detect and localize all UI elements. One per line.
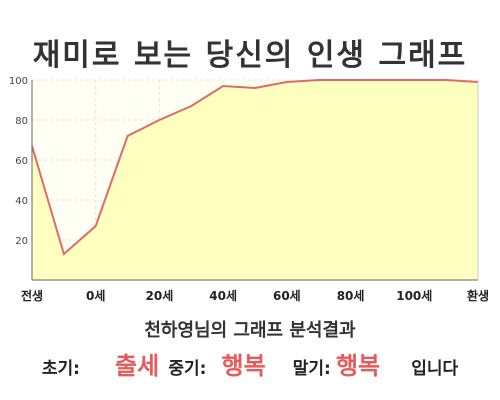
early-label: 초기:	[41, 359, 80, 379]
result-summary: 초기: 출세 중기: 행복 말기: 행복 입니다	[0, 346, 500, 381]
x-tick-label: 환생	[467, 288, 489, 303]
x-tick-label: 40세	[209, 288, 237, 303]
y-tick-labels: 20 40 60 80 100	[9, 76, 28, 247]
early-value: 출세	[115, 352, 160, 380]
y-tick-label: 60	[15, 156, 28, 167]
late-value: 행복	[335, 352, 381, 380]
x-tick-label: 전생	[21, 288, 43, 303]
y-tick-label: 100	[9, 76, 28, 87]
data-line	[31, 79, 479, 256]
axes	[31, 80, 479, 281]
chart-title: 재미로 보는 당신의 인생 그래프	[32, 38, 468, 73]
x-tick-label: 0세	[86, 288, 105, 303]
x-tick-label: 20세	[146, 288, 174, 303]
x-tick-label: 60세	[273, 288, 301, 303]
y-tick-label: 40	[15, 196, 28, 207]
y-tick-label: 80	[15, 116, 28, 127]
x-tick-label: 100세	[396, 288, 432, 303]
result-heading: 천하영님의 그래프 분석결과	[144, 320, 356, 341]
x-tick-label: 80세	[337, 288, 365, 303]
ending-text: 입니다	[411, 359, 459, 379]
data-area	[32, 80, 478, 280]
middle-label: 중기:	[168, 359, 207, 379]
y-tick-label: 20	[15, 236, 28, 247]
middle-value: 행복	[221, 352, 266, 380]
late-label: 말기:	[292, 359, 331, 379]
x-tick-labels: 전생 0세 20세 40세 60세 80세 100세 환생	[21, 288, 489, 303]
